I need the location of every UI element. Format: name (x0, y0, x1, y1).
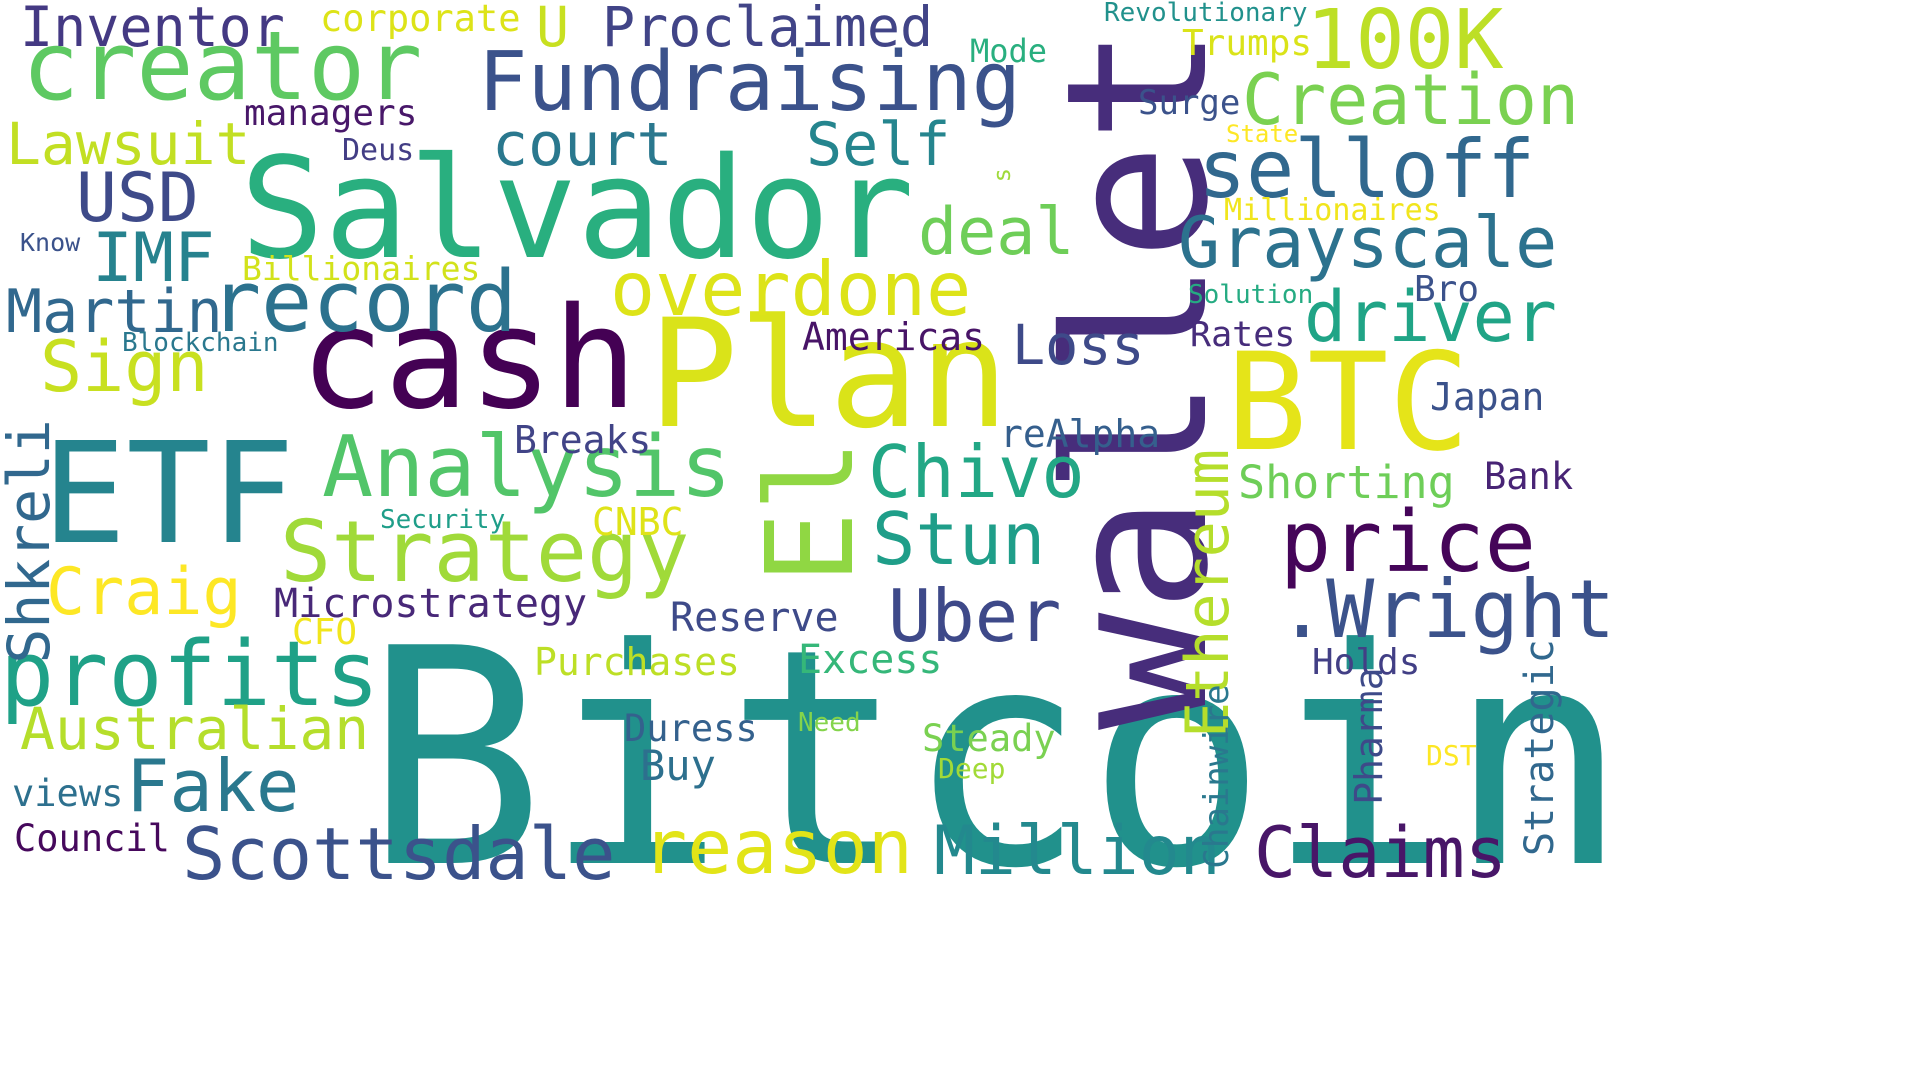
word-bank: Bank (1484, 455, 1574, 498)
word-bitcoin: Bitcoin (364, 585, 1629, 934)
word-fundraising: Fundraising (478, 35, 1022, 130)
word-martin: Martin (6, 277, 223, 347)
word-reason: reason (642, 803, 913, 891)
word-strategy: Strategy (280, 503, 690, 602)
word-deal: deal (918, 195, 1075, 270)
word-scottsdale: Scottsdale (182, 812, 616, 896)
word-duress: Duress (624, 707, 758, 750)
word-rates: Rates (1190, 315, 1296, 355)
word-strategic: Strategic (1517, 639, 1563, 856)
word-australian: Australian (20, 695, 370, 763)
word-claims: Claims (1254, 812, 1507, 894)
word-revolutionary: Revolutionary (1104, 0, 1308, 28)
word-profits: profits (0, 622, 380, 727)
word-stun: Stun (872, 497, 1046, 581)
word-security: Security (380, 505, 506, 535)
word-imf: IMF (92, 219, 215, 298)
word-self: Self (806, 110, 951, 180)
word-craig: Craig (46, 555, 242, 630)
word-breaks: Breaks (514, 418, 652, 462)
word-chainwire: Chainwire (1197, 684, 1237, 869)
word-loss: Loss (1012, 313, 1145, 377)
word-salvador: Salvador (240, 128, 915, 291)
word-cash: cash (300, 278, 638, 441)
word-dst: DST (1426, 739, 1477, 772)
word-millionaires: Millionaires (1224, 193, 1441, 228)
word-plan: Plan (648, 288, 1010, 462)
word-corporate: corporate (320, 0, 521, 40)
word-mode: Mode (970, 32, 1048, 70)
word-etf: ETF (42, 413, 295, 576)
word-wright: .Wright (1278, 563, 1616, 656)
word-buy: Buy (640, 741, 716, 790)
word-creator: creator (22, 12, 423, 122)
word-surge: Surge (1138, 83, 1241, 123)
word-realpha: reAlpha (1000, 412, 1161, 456)
word-state: State (1226, 120, 1299, 148)
word-usd: USD (76, 159, 199, 238)
word-el: El (742, 439, 881, 585)
word-price: price (1280, 493, 1536, 592)
word-selloff: selloff (1198, 123, 1536, 216)
word-shkreli: Shkreli (0, 419, 63, 664)
word-council: Council (14, 817, 170, 860)
word-cnbc: CNBC (592, 500, 684, 544)
word-uber: Uber (888, 574, 1062, 658)
word-pharma: Pharma (1347, 667, 1391, 805)
word-reserve: Reserve (670, 595, 839, 641)
word-fake: Fake (126, 744, 300, 828)
word-lawsuit: Lawsuit (6, 110, 251, 178)
word-deep: Deep (938, 752, 1006, 785)
word-million: Million (934, 812, 1221, 891)
word-analysis: Analysis (322, 418, 732, 517)
word-shorting: Shorting (1238, 456, 1455, 509)
word-cfo: CFO (292, 612, 358, 653)
word-u: U (536, 0, 570, 59)
word-inventor: Inventor (20, 0, 285, 59)
word-overdone: overdone (610, 245, 972, 333)
word-bro: Bro (1414, 269, 1480, 310)
word-100k: 100K (1306, 0, 1504, 88)
word-billionaires: Billionaires (242, 249, 481, 288)
word-purchases: Purchases (534, 640, 740, 684)
word-creation: Creation (1242, 59, 1580, 141)
word-proclaimed: Proclaimed (602, 0, 934, 59)
word-driver: driver (1304, 276, 1557, 358)
word-deus: Deus (342, 133, 415, 168)
word-grayscale: Grayscale (1178, 202, 1558, 284)
word-views: views (12, 772, 124, 815)
word-sign: Sign (40, 326, 209, 408)
word-court: court (492, 110, 673, 180)
word-chivo: Chivo (868, 430, 1085, 514)
word-holds: Holds (1312, 642, 1421, 683)
word-know: Know (20, 228, 81, 257)
word-blockchain: Blockchain (122, 328, 279, 358)
word-americas: Americas (802, 315, 986, 359)
word-trumps: Trumps (1182, 23, 1313, 64)
word-need: Need (798, 708, 861, 738)
word-btc: BTC (1226, 324, 1470, 481)
word-japan: Japan (1430, 375, 1545, 419)
word-steady: Steady (922, 717, 1056, 760)
word-record: record (210, 253, 518, 352)
word-s: s (988, 167, 1016, 183)
word-excess: Excess (798, 637, 943, 683)
word-managers: managers (244, 93, 418, 134)
word-solution: Solution (1188, 280, 1314, 310)
word-microstrategy: Microstrategy (274, 581, 588, 627)
